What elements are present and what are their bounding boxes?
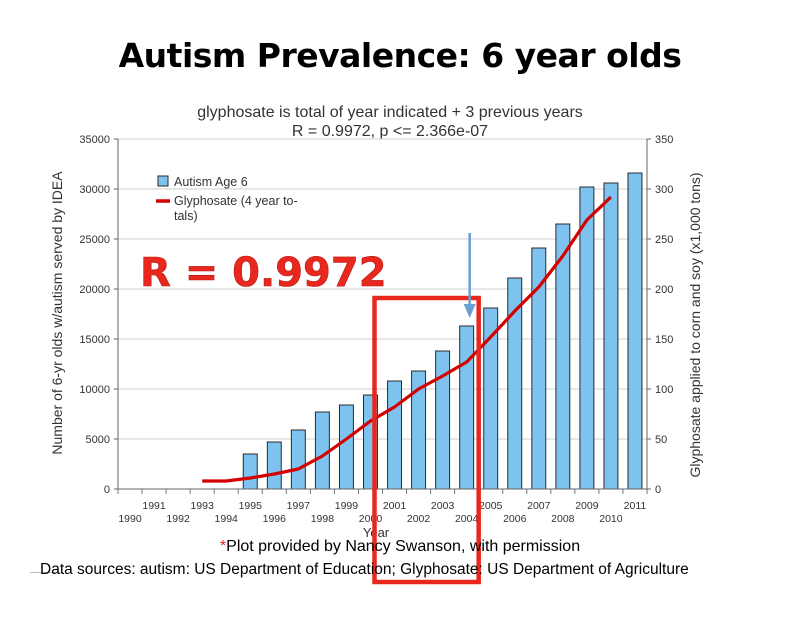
annotations (372, 233, 481, 585)
x-tick-label: 1995 (239, 500, 263, 512)
highlight-box (372, 295, 481, 585)
tick-labels: 0 5000 10000 15000 20000 25000 30000 35000 0 50 10… (79, 134, 673, 525)
y2-tick-label: 250 (655, 234, 673, 246)
x-tick-label: 1996 (263, 513, 287, 525)
y-tick-label: 0 (104, 484, 110, 496)
chart-title: glyphosate is total of year indicated + … (197, 104, 583, 121)
x-tick-label: 2002 (407, 513, 431, 525)
x-tick-label: 1990 (118, 513, 142, 525)
glyphosate-line (202, 195, 613, 483)
y-tick-label: 30000 (79, 184, 110, 196)
legend-label-glyphosate: tals) (174, 209, 198, 223)
x-tick-label: 2008 (551, 513, 575, 525)
bar-2010 (603, 182, 619, 490)
x-tick-label: 2009 (575, 500, 599, 512)
x-tick-label: 2003 (431, 500, 455, 512)
footnote-credit: *Plot provided by Nancy Swanson, with pe… (0, 538, 800, 556)
x-tick-label: 2000 (359, 513, 383, 525)
x-tick-label: 1992 (166, 513, 190, 525)
r-callout: R = 0.9972 (140, 250, 387, 296)
y2-tick-label: 350 (655, 134, 673, 146)
legend-label-autism: Autism Age 6 (174, 175, 248, 189)
footnote-star: * (219, 538, 227, 555)
bar-series (242, 172, 643, 490)
x-tick-label: 2011 (624, 500, 647, 512)
y-axis-label: Number of 6-yr olds w/autism served by I… (49, 171, 65, 455)
footnote-credit-text: Plot provided by Nancy Swanson, with per… (226, 538, 581, 555)
chart-subtitle: R = 0.9972, p <= 2.366e-07 (292, 123, 488, 140)
x-tick-label: 1994 (215, 513, 239, 525)
y2-axis-label: Glyphosate applied to corn and soy (x1,0… (687, 172, 703, 477)
bar-1997 (290, 429, 306, 490)
x-tick-label: 1998 (311, 513, 335, 525)
x-tick-label: 2010 (599, 513, 623, 525)
y-tick-label: 25000 (79, 234, 110, 246)
bar-2007 (531, 247, 547, 490)
bar-1998 (314, 411, 330, 490)
legend: Autism Age 6 Glyphosate (4 year to-tals) (156, 175, 298, 223)
y-tick-label: 35000 (79, 134, 110, 146)
y2-tick-label: 100 (655, 384, 673, 396)
y2-tick-label: 50 (655, 434, 667, 446)
x-tick-label: 2006 (503, 513, 527, 525)
x-tick-label: 1999 (335, 500, 359, 512)
slide-title: Autism Prevalence: 6 year olds (118, 36, 682, 75)
bar-2009 (579, 186, 595, 490)
bar-1999 (338, 404, 354, 490)
bar-2011 (627, 172, 643, 490)
x-tick-label: 1993 (190, 500, 214, 512)
line-series (202, 195, 613, 483)
footnote-sources: Data sources: autism: US Department of E… (40, 561, 689, 578)
y2-tick-label: 0 (655, 484, 661, 496)
legend-label-glyphosate: Glyphosate (4 year to- (174, 194, 298, 208)
bar-2004 (459, 325, 475, 490)
bar-2001 (387, 380, 402, 490)
axes (114, 138, 651, 494)
y2-tick-label: 200 (655, 284, 673, 296)
bar-1995 (242, 453, 258, 490)
y2-tick-label: 150 (655, 334, 673, 346)
y2-tick-label: 300 (655, 184, 673, 196)
arrow-head (463, 304, 476, 318)
bar-1996 (266, 441, 282, 490)
x-tick-label: 1997 (287, 500, 311, 512)
x-tick-label: 2001 (383, 500, 407, 512)
x-tick-label: 2005 (479, 500, 503, 512)
legend-swatch-bar (157, 175, 169, 187)
y-tick-label: 10000 (79, 384, 110, 396)
footer-rule (30, 572, 62, 573)
y-tick-label: 15000 (79, 334, 110, 346)
x-tick-label: 2004 (455, 513, 479, 525)
y-tick-label: 20000 (79, 284, 110, 296)
y-tick-label: 5000 (86, 434, 110, 446)
x-tick-label: 1991 (142, 500, 166, 512)
x-tick-label: 2007 (527, 500, 551, 512)
